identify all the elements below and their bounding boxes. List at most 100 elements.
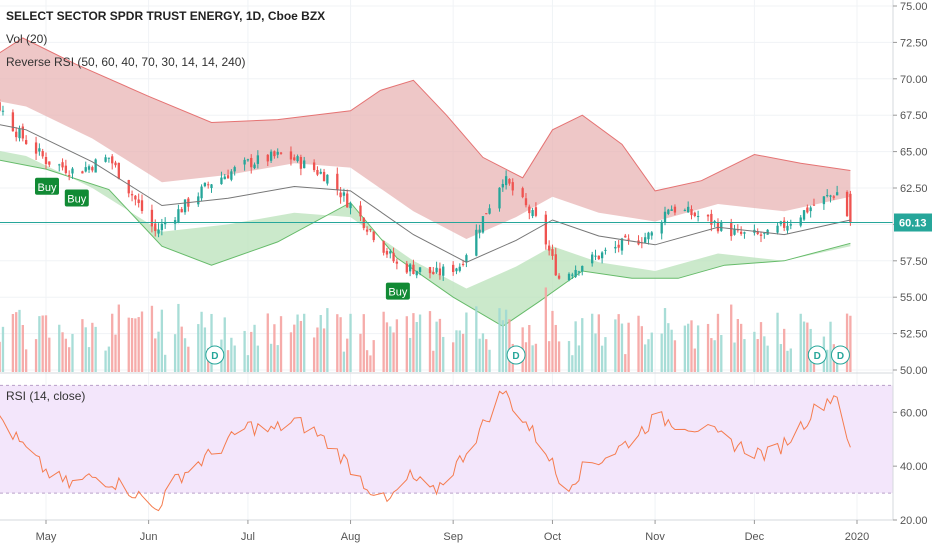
candle-body (776, 225, 779, 233)
volume-bar (203, 327, 207, 372)
volume-bar (34, 339, 38, 372)
volume-bar (24, 349, 28, 372)
volume-bar (276, 345, 279, 372)
volume-bar (87, 347, 91, 372)
candle-body (521, 188, 524, 198)
volume-bar (693, 348, 696, 372)
volume-bar (465, 312, 468, 372)
y-tick-label: 65.00 (900, 147, 928, 159)
candle-body (389, 251, 392, 254)
candle-body (670, 209, 673, 211)
candle-body (253, 164, 256, 169)
volume-bar (687, 323, 690, 372)
dividend-marker (830, 345, 850, 365)
candle-body (730, 223, 733, 237)
candle-body (233, 167, 236, 172)
volume-bar (478, 338, 481, 372)
volume-bar (789, 348, 792, 372)
candle-body (799, 217, 802, 226)
candle-body (157, 229, 160, 234)
dividend-label: D (814, 351, 821, 362)
buy-signal-badge (64, 189, 89, 207)
rsi-legend[interactable]: RSI (14, close) (6, 389, 86, 403)
candle-body (134, 195, 137, 200)
candle-body (789, 224, 792, 226)
volume-bar (551, 310, 554, 372)
volume-bar (451, 342, 455, 372)
last-price-box (894, 213, 932, 232)
candle-body (743, 232, 746, 234)
candle-body (528, 206, 531, 214)
volume-bar (730, 304, 733, 372)
volume-bar (183, 338, 187, 372)
candle-body (15, 131, 18, 138)
volume-bar (58, 324, 61, 372)
volume-bar (197, 324, 200, 372)
volume-bar (187, 346, 190, 372)
candle-body (650, 232, 653, 236)
lower-band-fill (0, 150, 851, 327)
buy-signal-label: Buy (67, 193, 86, 205)
y-tick-label: 57.50 (900, 256, 928, 268)
volume-bar (670, 329, 673, 372)
volume-bar (690, 320, 693, 372)
candle-body (716, 222, 720, 232)
candle-body (137, 199, 140, 204)
volume-bar (720, 335, 723, 372)
volume-bar (594, 333, 597, 372)
candle-body (207, 184, 210, 186)
volume-bar (534, 343, 538, 372)
candle-body (544, 214, 547, 245)
volume-bar (382, 311, 385, 372)
candle-body (557, 275, 561, 279)
dividend-marker (807, 345, 827, 365)
volume-bar (392, 332, 395, 372)
candle-body (11, 112, 15, 132)
symbol-title[interactable]: SELECT SECTOR SPDR TRUST ENERGY, 1D, Cbo… (6, 9, 326, 23)
volume-bar (246, 355, 250, 372)
x-tick-label: Aug (341, 531, 361, 543)
candle-body (756, 231, 759, 234)
volume-bar (111, 313, 114, 372)
volume-bar (303, 313, 306, 372)
volume-legend[interactable]: Vol (20) (6, 32, 48, 46)
volume-bar (150, 305, 154, 372)
candle-body (498, 187, 501, 209)
candle-body (177, 209, 180, 223)
candle-body (114, 162, 117, 166)
candle-body (451, 264, 455, 272)
candle-body (38, 148, 41, 152)
candle-body (759, 234, 763, 236)
candle-body (21, 126, 24, 139)
candle-body (415, 270, 418, 276)
volume-bar (339, 317, 342, 372)
candle-body (279, 152, 283, 154)
candle-body (508, 178, 511, 184)
candle-body (395, 261, 399, 264)
volume-bar (250, 331, 253, 372)
volume-bar (438, 318, 442, 372)
candle-body (392, 252, 395, 262)
candle-body (832, 196, 835, 198)
indicator-legend[interactable]: Reverse RSI (50, 60, 40, 70, 30, 14, 14,… (6, 55, 246, 69)
volume-bar (289, 332, 293, 372)
volume-bar (488, 349, 491, 372)
volume-bar (640, 326, 643, 372)
volume-bar (743, 339, 746, 372)
x-tick-label: Dec (745, 531, 765, 543)
candle-body (696, 215, 700, 217)
candle-body (802, 210, 806, 220)
y-tick-label: 50.00 (900, 365, 928, 377)
volume-bar (94, 326, 97, 372)
volume-bar (0, 341, 1, 372)
candle-body (620, 238, 624, 251)
candle-body (336, 173, 339, 190)
volume-bar (269, 343, 273, 372)
volume-bar (736, 319, 739, 372)
candle-body (0, 102, 1, 111)
candle-body (369, 229, 372, 231)
candle-body (428, 267, 432, 274)
volume-bar (130, 318, 134, 372)
